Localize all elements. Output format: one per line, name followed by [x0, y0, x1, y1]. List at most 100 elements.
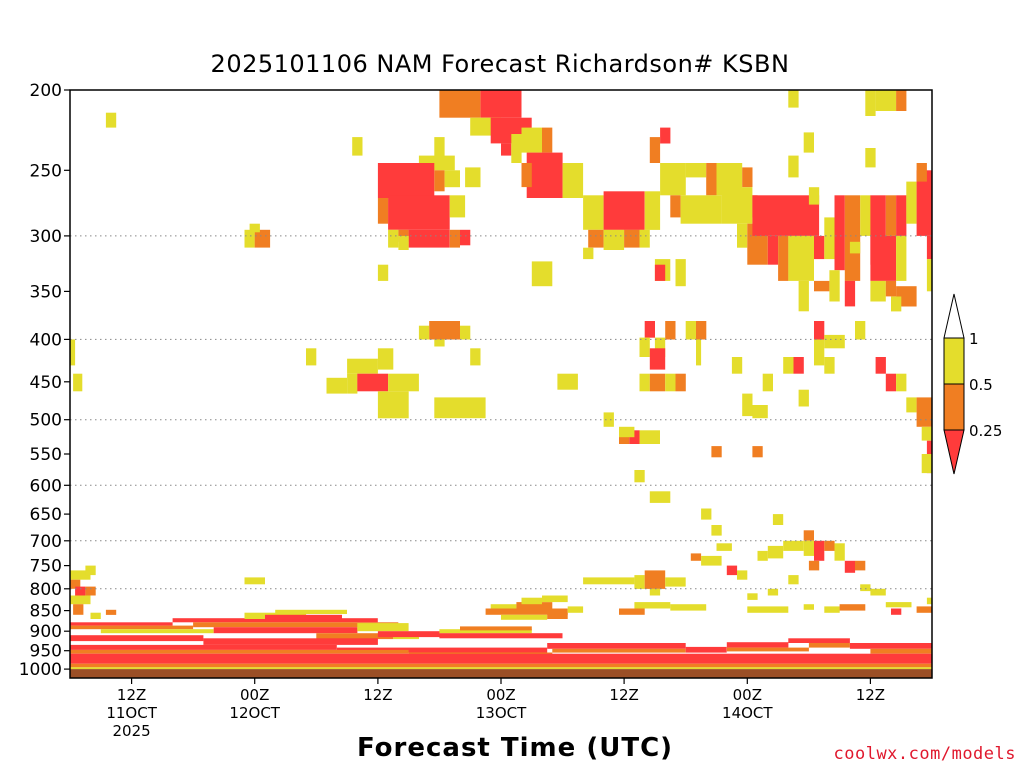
y-tick-label: 900	[30, 622, 62, 642]
ri-cell	[824, 334, 845, 349]
ri-cell	[711, 446, 722, 458]
ri-cell	[798, 280, 809, 312]
ri-surface-band	[70, 625, 194, 630]
ri-cell	[696, 321, 707, 340]
x-tick-label: 12Z	[117, 686, 146, 704]
ri-cell	[814, 339, 825, 366]
ri-surface-band	[377, 631, 440, 638]
ri-cell	[814, 235, 825, 260]
y-tick-label: 500	[30, 411, 62, 431]
ri-cell	[531, 261, 553, 287]
ri-cell	[485, 608, 568, 615]
ri-surface-band	[726, 642, 789, 648]
y-tick-label: 250	[30, 161, 62, 181]
ri-cell	[798, 389, 809, 407]
ri-cell	[829, 270, 840, 302]
ri-cell	[434, 170, 445, 192]
ri-cell	[526, 152, 563, 198]
ri-cell	[855, 560, 866, 571]
ri-cell	[434, 397, 486, 419]
ri-cell	[603, 412, 614, 427]
ri-surface-band	[70, 644, 337, 650]
y-tick-label: 1000	[19, 660, 62, 680]
ri-surface-band	[336, 647, 548, 653]
ri-surface-band	[460, 626, 532, 631]
legend-label: 0.5	[969, 376, 993, 394]
ri-cell	[449, 229, 460, 248]
ri-cell	[583, 247, 594, 260]
ri-cell	[788, 575, 799, 585]
ri-cell	[891, 608, 902, 615]
ri-cell	[711, 525, 722, 536]
y-tick-label: 300	[30, 227, 62, 247]
ri-cell	[808, 560, 820, 571]
ri-cell	[634, 575, 645, 589]
ri-surface-band	[870, 648, 932, 654]
ri-cell	[670, 604, 707, 611]
ri-cell	[921, 426, 932, 441]
ri-cell	[731, 357, 743, 374]
x-tick-label: 11OCT	[106, 704, 157, 722]
ri-cell	[680, 195, 722, 224]
ri-cell	[449, 195, 466, 218]
ri-cell	[460, 229, 471, 246]
ri-cell	[460, 325, 471, 340]
ri-cell	[85, 565, 96, 576]
ri-cell	[860, 195, 871, 236]
ri-cell	[562, 163, 584, 198]
ri-cell	[921, 454, 932, 474]
ri-surface-band	[70, 653, 932, 664]
ri-surface-band	[552, 648, 686, 653]
legend-label: 1	[969, 330, 979, 348]
ri-cell	[926, 597, 932, 605]
ri-cell	[429, 321, 460, 340]
ri-cell	[501, 614, 548, 620]
x-tick-label: 00Z	[486, 686, 515, 704]
ri-cell	[926, 235, 932, 260]
ri-surface-band	[100, 629, 214, 634]
legend-swatch-05-1	[943, 337, 965, 385]
ri-cell	[583, 577, 635, 585]
ri-cell	[916, 606, 932, 613]
ri-cell	[685, 321, 696, 340]
ri-cell	[885, 373, 897, 392]
ri-cell	[926, 259, 932, 292]
ri-cell	[767, 545, 784, 559]
ri-cell	[619, 426, 635, 438]
ri-cell	[490, 604, 517, 611]
x-tick-label: 14OCT	[722, 704, 773, 722]
ri-cell	[347, 358, 378, 374]
ri-cell	[896, 195, 907, 236]
legend-label: 0.25	[969, 422, 1002, 440]
ri-cell	[557, 373, 578, 390]
ri-cell	[670, 195, 681, 218]
ri-cell	[516, 602, 553, 609]
ri-cell	[634, 602, 671, 609]
ri-cell	[778, 235, 789, 281]
ri-cell	[603, 229, 625, 250]
ri-cell	[742, 167, 753, 188]
ri-surface-band	[547, 643, 686, 649]
ri-cell	[716, 543, 732, 551]
ri-cell	[803, 530, 814, 541]
ri-cell	[788, 90, 799, 108]
ri-cell	[737, 223, 748, 248]
ri-cell	[834, 195, 845, 271]
ri-cell	[660, 163, 686, 196]
ri-cell	[388, 195, 450, 230]
ri-cell	[567, 606, 584, 613]
ri-cell	[418, 325, 430, 340]
ri-cell	[352, 137, 363, 156]
ri-cell	[675, 259, 686, 287]
ri-cell	[701, 555, 722, 566]
y-tick-label: 850	[30, 602, 62, 622]
x-tick-label: 12Z	[363, 686, 392, 704]
ri-cell	[875, 357, 886, 374]
y-tick-label: 750	[30, 557, 62, 577]
ri-cell	[644, 191, 661, 230]
ri-cell	[347, 373, 358, 394]
ri-cell	[844, 280, 856, 307]
ri-cell	[726, 565, 738, 576]
